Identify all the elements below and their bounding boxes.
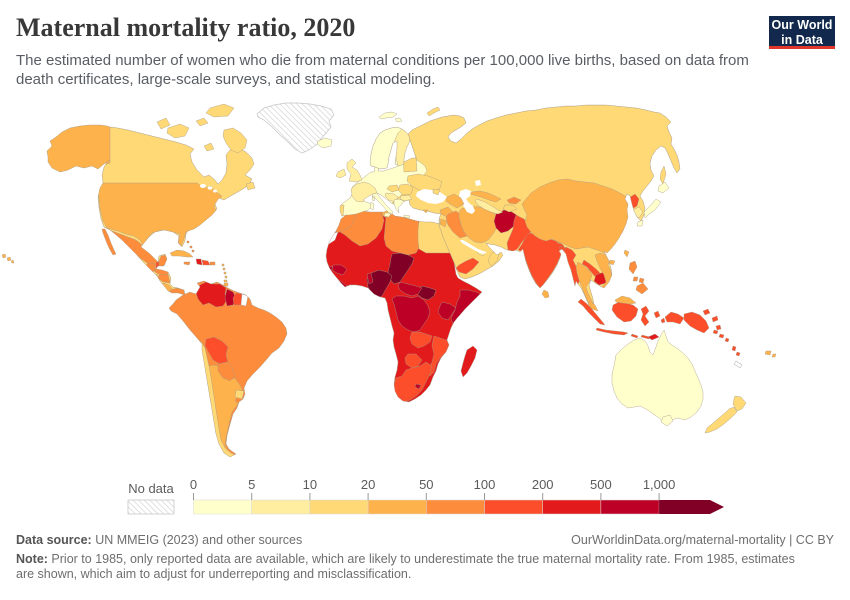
svg-text:5: 5 — [248, 477, 255, 492]
svg-text:20: 20 — [361, 477, 375, 492]
svg-text:500: 500 — [590, 477, 612, 492]
svg-text:200: 200 — [532, 477, 554, 492]
svg-text:1,000: 1,000 — [643, 477, 676, 492]
svg-text:0: 0 — [190, 477, 197, 492]
svg-text:50: 50 — [419, 477, 433, 492]
svg-text:100: 100 — [474, 477, 496, 492]
svg-text:10: 10 — [303, 477, 317, 492]
